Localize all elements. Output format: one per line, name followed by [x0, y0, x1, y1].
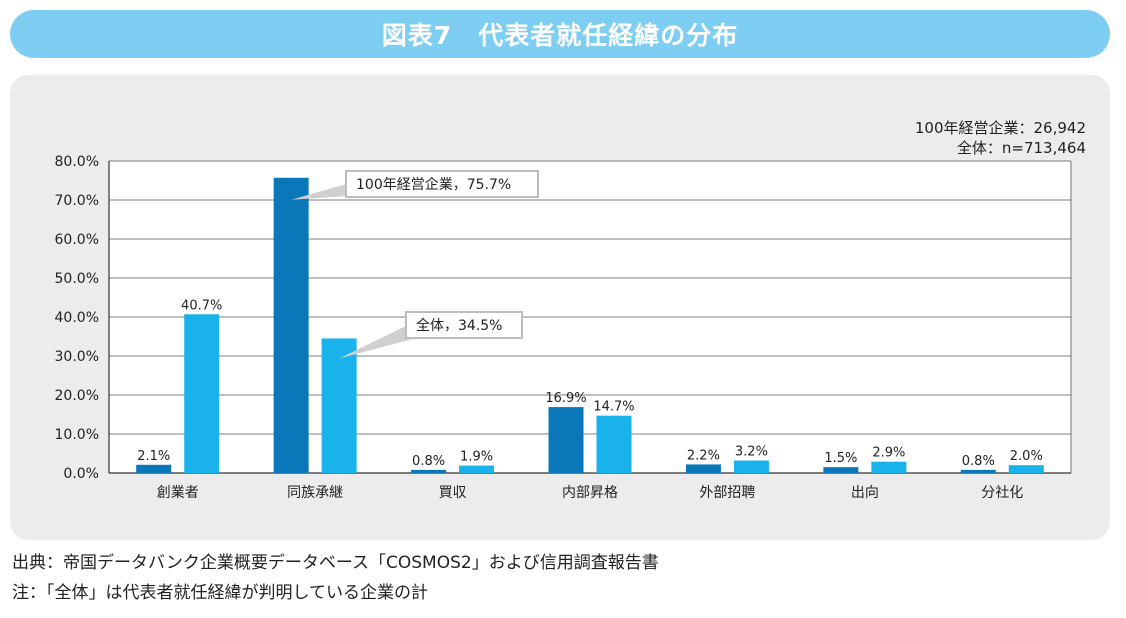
bar: [685, 464, 721, 473]
bar: [321, 338, 357, 473]
bar: [548, 407, 584, 473]
chart-title: 図表7 代表者就任経緯の分布: [381, 21, 739, 50]
category-label: 外部招聘: [699, 485, 755, 501]
data-label: 40.7%: [181, 298, 222, 313]
bar: [1008, 465, 1044, 473]
category-label: 買収: [439, 485, 467, 501]
title-banner: 図表7 代表者就任経緯の分布: [10, 10, 1110, 58]
bar: [459, 465, 495, 473]
category-label: 出向: [851, 485, 879, 501]
y-tick-label: 0.0%: [63, 466, 99, 482]
y-tick-label: 10.0%: [55, 427, 99, 443]
footer-note: 注：「全体」は代表者就任経緯が判明している企業の計: [12, 583, 428, 603]
bar: [733, 460, 769, 473]
bar: [960, 469, 996, 473]
bar: [273, 177, 309, 473]
data-label: 16.9%: [545, 391, 586, 406]
bar: [871, 461, 907, 473]
y-tick-label: 60.0%: [55, 232, 99, 248]
bar: [596, 415, 632, 473]
bar: [411, 469, 447, 473]
bar-chart: 0.0% 10.0% 20.0% 30.0% 40.0% 50.0% 60.0% 70.0% 8…: [55, 154, 1072, 501]
callout-label: 100年経営企業，75.7%: [356, 176, 511, 193]
data-label: 14.7%: [593, 400, 634, 415]
sample-note-100yr: 100年経営企業：26,942: [914, 119, 1086, 137]
callout-box: [405, 311, 523, 339]
sample-note-all: 全体：n=713,464: [956, 139, 1086, 157]
data-label: 0.8%: [412, 454, 445, 469]
footer-source: 出典：帝国データバンク企業概要データベース「COSMOS2」および信用調査報告書: [12, 553, 659, 573]
y-tick-label: 80.0%: [55, 154, 99, 170]
bar: [184, 314, 220, 473]
data-label: 1.9%: [460, 450, 493, 465]
data-label: 2.9%: [872, 446, 905, 461]
category-label: 内部昇格: [562, 485, 618, 501]
y-tick-label: 70.0%: [55, 193, 99, 209]
bar: [136, 464, 172, 473]
callout-label: 全体，34.5%: [416, 317, 502, 334]
data-label: 1.5%: [824, 451, 857, 466]
category-label: 分社化: [981, 485, 1023, 501]
y-tick-label: 20.0%: [55, 388, 99, 404]
y-tick-label: 50.0%: [55, 271, 99, 287]
data-label: 3.2%: [735, 445, 768, 460]
y-tick-label: 40.0%: [55, 310, 99, 326]
data-label: 2.0%: [1010, 449, 1043, 464]
category-label: 創業者: [157, 485, 199, 501]
data-label: 0.8%: [962, 454, 995, 469]
callout-box: [345, 170, 539, 198]
category-label: 同族承継: [287, 485, 343, 501]
callout-pointer: [339, 324, 424, 359]
y-tick-label: 30.0%: [55, 349, 99, 365]
data-label: 2.2%: [687, 448, 720, 463]
bar: [823, 467, 859, 473]
data-label: 2.1%: [137, 449, 170, 464]
